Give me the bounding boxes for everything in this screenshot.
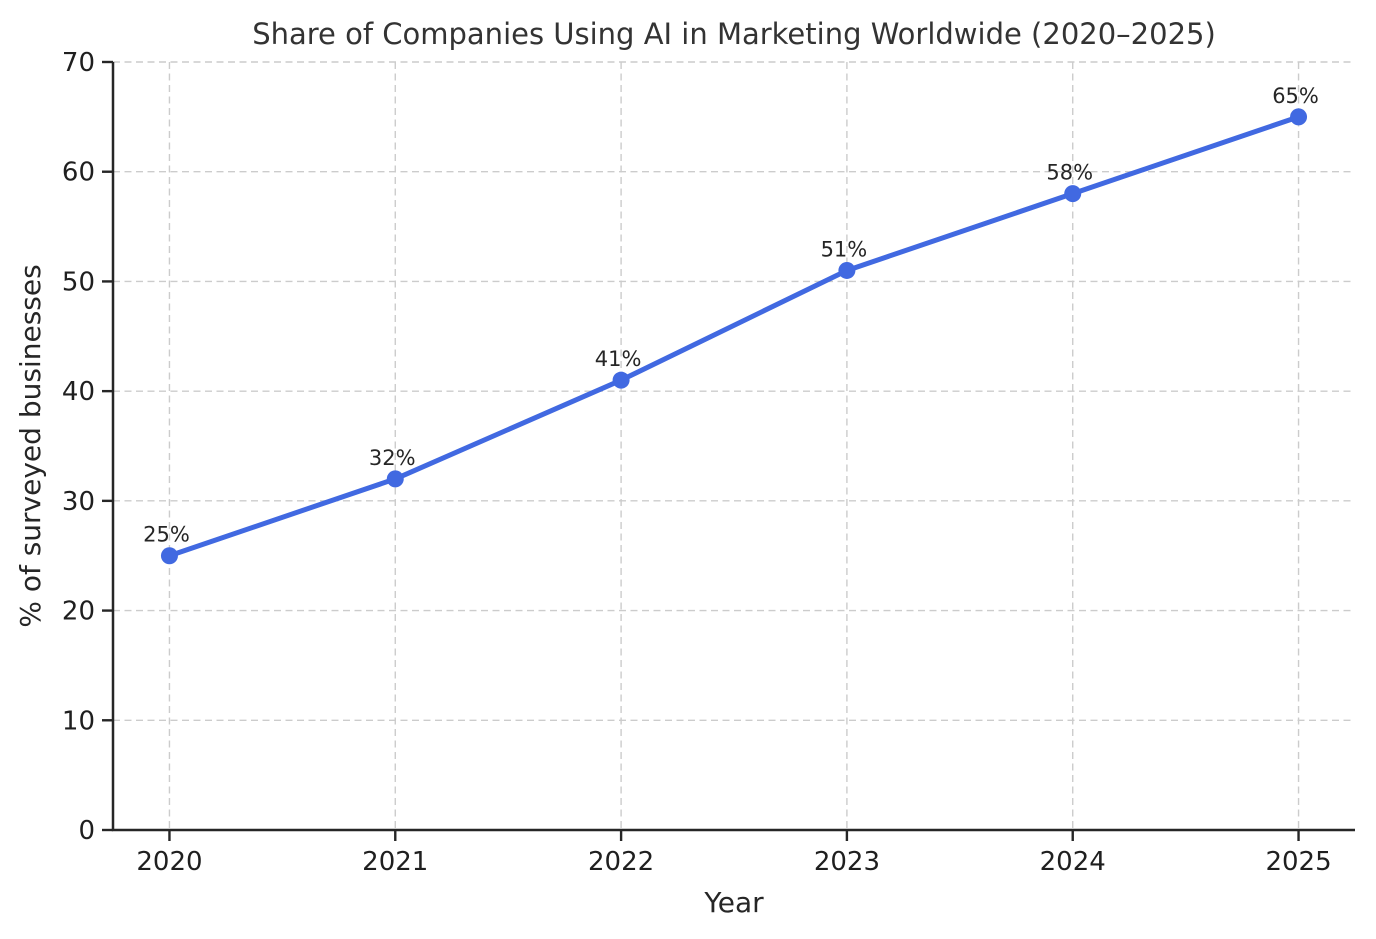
data-point — [612, 371, 630, 389]
data-point-label: 65% — [1272, 84, 1319, 108]
x-axis-label: Year — [703, 886, 764, 919]
chart-title: Share of Companies Using AI in Marketing… — [252, 17, 1216, 51]
y-tick-label: 20 — [62, 597, 95, 627]
y-tick-label: 50 — [62, 267, 95, 297]
x-tick-label: 2023 — [814, 847, 880, 877]
data-point — [160, 547, 178, 565]
data-point-label: 32% — [369, 446, 416, 470]
line-series — [160, 108, 1308, 565]
data-point-label: 58% — [1046, 161, 1093, 185]
x-tick-label: 2022 — [588, 847, 654, 877]
gridlines — [113, 61, 1355, 830]
y-tick-label: 0 — [78, 816, 95, 846]
axes: 0 10 20 30 40 50 60 70 2020 2021 2022 2023 2024 2025 — [62, 48, 1355, 877]
data-point-label: 51% — [821, 237, 868, 261]
data-labels: 25% 32% 41% 51% 58% 65% — [143, 84, 1319, 547]
data-point-label: 25% — [143, 523, 190, 547]
y-tick-label: 40 — [62, 377, 95, 407]
x-tick-label: 2025 — [1265, 847, 1331, 877]
trend-line — [166, 114, 1302, 559]
y-axis-label: % of surveyed businesses — [14, 264, 47, 627]
y-tick-label: 30 — [62, 487, 95, 517]
data-point — [386, 470, 404, 488]
data-point-label: 41% — [595, 347, 642, 371]
x-tick-label: 2021 — [362, 847, 428, 877]
y-tick-label: 70 — [62, 48, 95, 78]
data-point — [1064, 185, 1082, 203]
x-tick-label: 2020 — [136, 847, 202, 877]
y-tick-label: 60 — [62, 158, 95, 188]
y-tick-label: 10 — [62, 706, 95, 736]
x-tick-label: 2024 — [1040, 847, 1106, 877]
data-point — [838, 261, 856, 279]
data-point — [1290, 108, 1308, 126]
